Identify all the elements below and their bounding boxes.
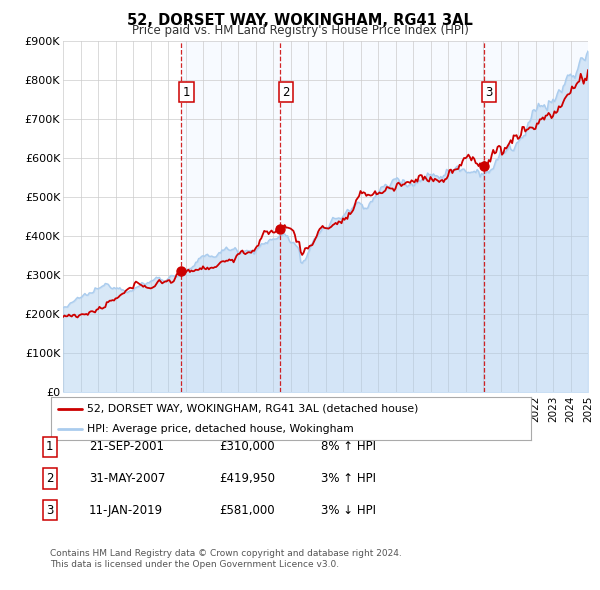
Text: 3: 3 (485, 86, 493, 99)
Text: 3: 3 (46, 504, 53, 517)
Text: This data is licensed under the Open Government Licence v3.0.: This data is licensed under the Open Gov… (50, 560, 339, 569)
Bar (484, 41, 588, 392)
Text: 52, DORSET WAY, WOKINGHAM, RG41 3AL: 52, DORSET WAY, WOKINGHAM, RG41 3AL (127, 13, 473, 28)
Text: Price paid vs. HM Land Registry's House Price Index (HPI): Price paid vs. HM Land Registry's House … (131, 24, 469, 37)
Text: £310,000: £310,000 (219, 440, 275, 453)
Text: 52, DORSET WAY, WOKINGHAM, RG41 3AL (detached house): 52, DORSET WAY, WOKINGHAM, RG41 3AL (det… (87, 404, 418, 414)
Text: HPI: Average price, detached house, Wokingham: HPI: Average price, detached house, Woki… (87, 424, 354, 434)
Text: 3% ↓ HPI: 3% ↓ HPI (321, 504, 376, 517)
Text: 11-JAN-2019: 11-JAN-2019 (89, 504, 163, 517)
Text: 2: 2 (282, 86, 290, 99)
Text: £419,950: £419,950 (219, 472, 275, 485)
Bar (181, 41, 280, 392)
Text: £581,000: £581,000 (219, 504, 275, 517)
Text: 1: 1 (182, 86, 190, 99)
Text: 21-SEP-2001: 21-SEP-2001 (89, 440, 164, 453)
Text: Contains HM Land Registry data © Crown copyright and database right 2024.: Contains HM Land Registry data © Crown c… (50, 549, 401, 558)
Text: 2: 2 (46, 472, 53, 485)
Text: 8% ↑ HPI: 8% ↑ HPI (321, 440, 376, 453)
Text: 31-MAY-2007: 31-MAY-2007 (89, 472, 165, 485)
Bar (280, 41, 484, 392)
Text: 1: 1 (46, 440, 53, 453)
Text: 3% ↑ HPI: 3% ↑ HPI (321, 472, 376, 485)
